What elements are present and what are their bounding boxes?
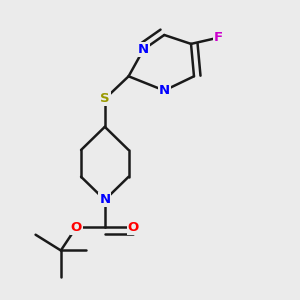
Text: F: F	[214, 31, 223, 44]
Text: S: S	[100, 92, 110, 105]
Text: N: N	[99, 194, 110, 206]
Text: N: N	[138, 43, 149, 56]
Text: N: N	[159, 84, 170, 97]
Text: O: O	[71, 221, 82, 234]
Text: O: O	[128, 221, 139, 234]
